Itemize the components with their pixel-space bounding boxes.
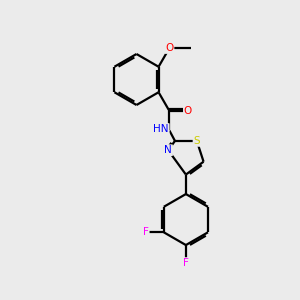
Text: N: N [164,145,172,155]
Text: HN: HN [153,124,169,134]
Text: F: F [183,258,189,268]
Text: O: O [165,43,173,53]
Text: S: S [194,136,200,146]
Text: F: F [143,227,149,237]
Text: O: O [184,106,192,116]
